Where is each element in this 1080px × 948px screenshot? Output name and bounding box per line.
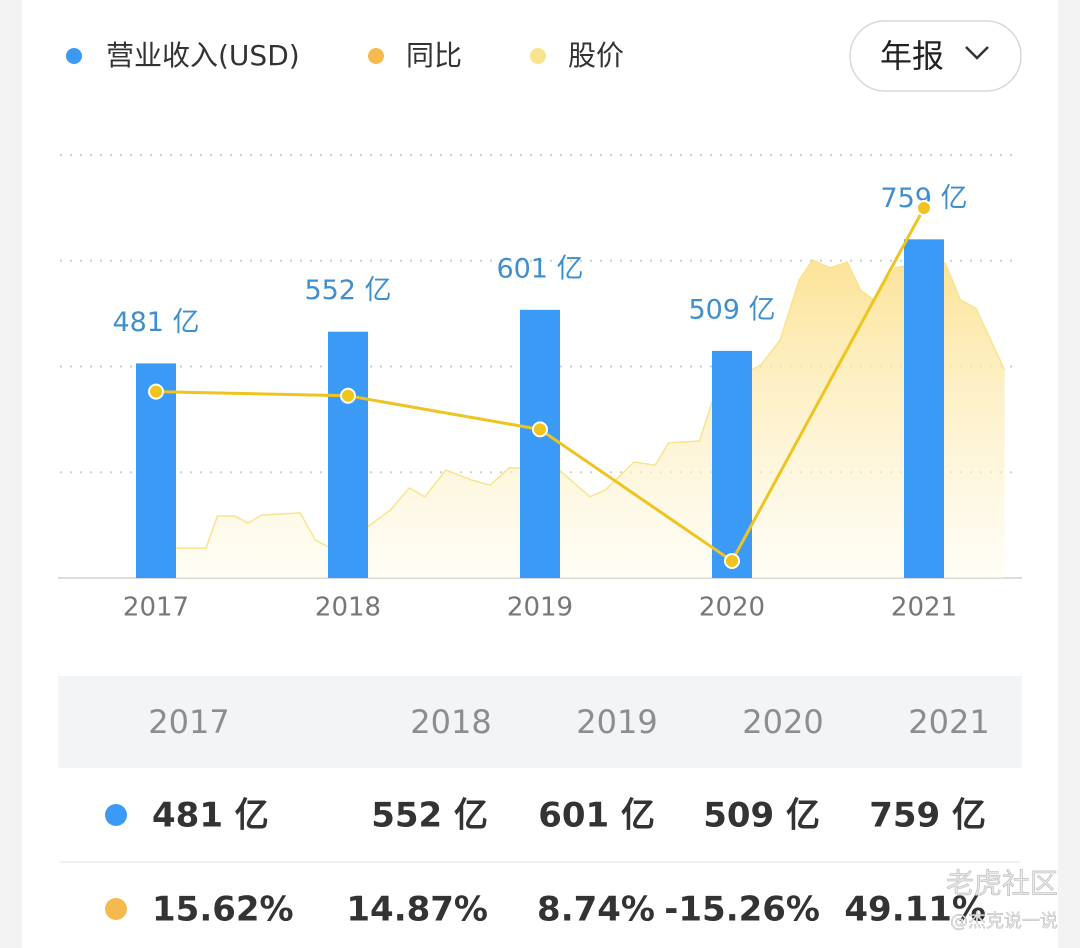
table-cell: 8.74% [537, 890, 655, 930]
legend-dot [368, 48, 384, 64]
table-header-cell: 2018 [410, 703, 491, 741]
table-header-cell: 2019 [576, 703, 657, 741]
dropdown-box[interactable] [849, 20, 1022, 92]
line-point [340, 387, 356, 404]
line-point [916, 199, 932, 216]
dropdown-label[interactable]: 年报 [880, 37, 944, 75]
line-point [724, 552, 740, 569]
period-dropdown[interactable]: 年报 [849, 20, 1022, 92]
table-cell: 759 亿 [869, 796, 986, 836]
table-header-bg [58, 676, 1022, 768]
bar [328, 331, 368, 578]
row-marker [105, 898, 127, 920]
x-tick-label: 2019 [507, 593, 573, 623]
legend-dot [530, 48, 546, 64]
area-fill [175, 259, 1005, 578]
table-header-cell: 2021 [908, 703, 989, 741]
dropdown-chevron[interactable] [965, 46, 989, 60]
table-header-cell: 2017 [148, 703, 229, 741]
bar [712, 350, 752, 578]
bar-value-label: 601 亿 [496, 253, 583, 284]
table-cell: 509 亿 [703, 796, 820, 836]
row-marker [105, 804, 127, 826]
legend-label: 营业收入(USD) [106, 39, 300, 72]
table-cell: 552 亿 [371, 796, 488, 836]
watermark-author: @杰克说一说 [950, 911, 1058, 932]
legend-label: 同比 [406, 39, 462, 72]
area-line [175, 258, 1006, 549]
legend-label: 股价 [568, 39, 624, 72]
bar [520, 309, 560, 578]
table-cell: 14.87% [346, 890, 488, 930]
table-cell: 481 亿 [152, 796, 269, 836]
table-cell: 49.11% [844, 890, 986, 930]
bar-value-label: 509 亿 [688, 294, 775, 325]
bar-value-label: 552 亿 [304, 275, 391, 306]
bar-value-label: 481 亿 [112, 307, 199, 338]
line-point [148, 383, 164, 400]
legend-dot [66, 48, 82, 64]
table-cell: 15.62% [152, 890, 294, 930]
table-header-cell: 2020 [742, 703, 823, 741]
table-cell: -15.26% [664, 890, 820, 930]
x-tick-label: 2018 [315, 593, 381, 623]
table-cell: 601 亿 [538, 796, 655, 836]
watermark-brand: 老虎社区 [946, 867, 1058, 900]
x-tick-label: 2021 [891, 593, 957, 623]
line-point [532, 421, 548, 438]
bar [904, 239, 944, 578]
x-tick-label: 2017 [123, 593, 189, 623]
x-tick-label: 2020 [699, 593, 765, 623]
